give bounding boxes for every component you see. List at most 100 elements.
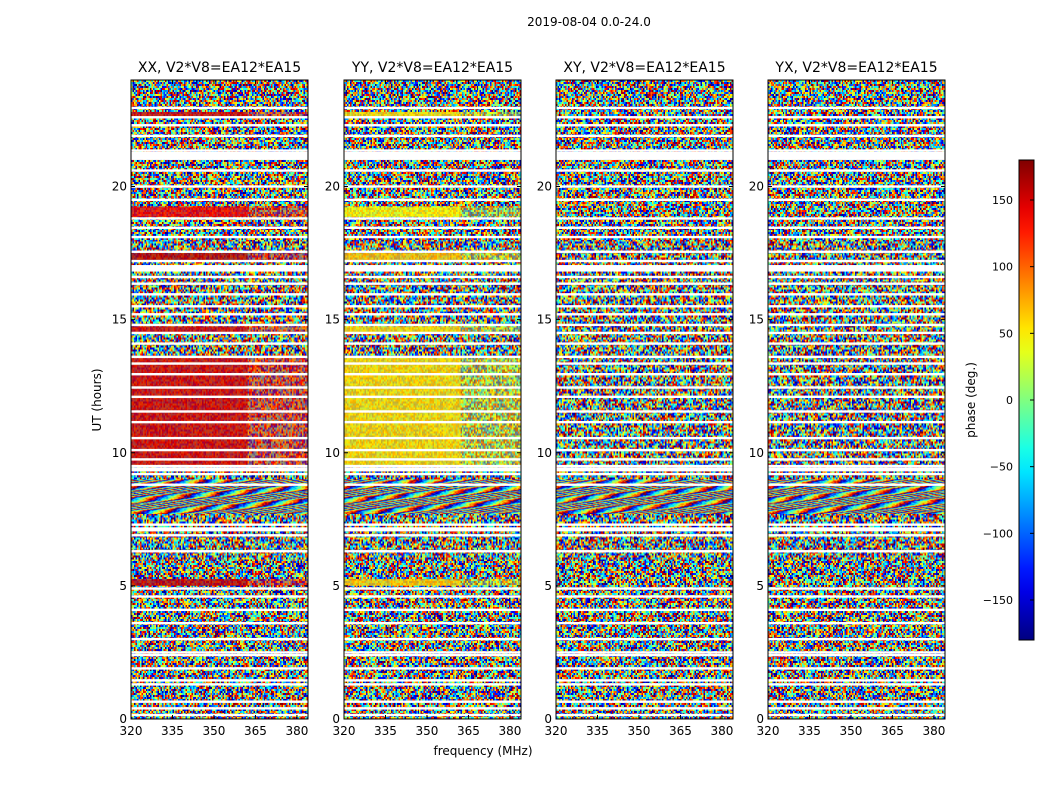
y-tick-label-xx-5: 5 — [119, 579, 127, 593]
flagged-band-yy-3 — [344, 527, 521, 532]
flagged-row-yx-0 — [768, 713, 945, 717]
x-tick-label-yy-320: 320 — [333, 724, 356, 738]
flagged-row-xx-37 — [131, 275, 308, 279]
flagged-row-yx-43 — [768, 217, 945, 220]
coherent-band-tail-xx-0 — [247, 579, 308, 586]
flagged-row-xy-29 — [556, 355, 733, 359]
flagged-row-yy-21 — [344, 448, 521, 452]
y-tick-label-xx-10: 10 — [112, 446, 127, 460]
y-tick-label-yy-10: 10 — [325, 446, 340, 460]
flagged-row-xx-50 — [131, 124, 308, 127]
flagged-row-yx-1 — [768, 707, 945, 710]
flagged-row-yy-43 — [344, 217, 521, 220]
x-tick-label-xx-380: 380 — [285, 724, 308, 738]
flagged-row-yy-23 — [344, 420, 521, 424]
flagged-row-yy-33 — [344, 313, 521, 316]
flagged-row-yy-13 — [344, 550, 521, 553]
flagged-band-yx-0 — [768, 151, 945, 160]
flagged-row-xx-26 — [131, 386, 308, 389]
flagged-row-yx-16 — [768, 523, 945, 526]
flagged-row-yy-5 — [344, 667, 521, 670]
flagged-row-yy-35 — [344, 293, 521, 296]
flagged-row-xy-0 — [556, 713, 733, 717]
flagged-row-yx-35 — [768, 293, 945, 296]
flagged-row-yy-3 — [344, 683, 521, 686]
flagged-row-xx-2 — [131, 700, 308, 703]
x-tick-label-yx-335: 335 — [798, 724, 821, 738]
colorbar-tick-label--100: −100 — [983, 527, 1013, 540]
x-tick-label-xx-350: 350 — [203, 724, 226, 738]
flagged-row-yx-23 — [768, 420, 945, 424]
flagged-row-xy-25 — [556, 395, 733, 399]
flagged-row-yy-0 — [344, 713, 521, 717]
flagged-row-yx-41 — [768, 235, 945, 239]
flagged-row-xx-1 — [131, 707, 308, 710]
flagged-row-xx-0 — [131, 713, 308, 717]
flagged-row-xy-49 — [556, 134, 733, 138]
flagged-row-xx-21 — [131, 448, 308, 452]
flagged-row-xx-36 — [131, 282, 308, 285]
flagged-row-xy-16 — [556, 523, 733, 526]
y-axis-label: UT (hours) — [90, 368, 104, 431]
flagged-row-xy-30 — [556, 342, 733, 345]
flagged-row-yy-34 — [344, 305, 521, 308]
flagged-band-xy-2 — [556, 467, 733, 472]
flagged-row-yy-20 — [344, 458, 521, 461]
figure-title: 2019-08-04 0.0-24.0 — [527, 15, 651, 29]
flagged-row-xy-43 — [556, 217, 733, 220]
colorbar-tick-label--50: −50 — [990, 461, 1013, 474]
flagged-band-yy-2 — [344, 467, 521, 472]
flagged-row-xx-31 — [131, 331, 308, 335]
flagged-row-yy-14 — [344, 534, 521, 537]
flagged-row-yx-51 — [768, 116, 945, 119]
x-tick-label-xx-320: 320 — [120, 724, 143, 738]
flagged-row-xx-49 — [131, 134, 308, 138]
flagged-row-xx-20 — [131, 458, 308, 461]
flagged-row-yx-2 — [768, 700, 945, 703]
coherent-band-tail-yy-3 — [460, 253, 521, 262]
flagged-row-yy-9 — [344, 621, 521, 625]
flagged-row-yx-33 — [768, 313, 945, 316]
y-tick-label-yy-15: 15 — [325, 313, 340, 327]
panel-frame-yx — [767, 79, 946, 720]
flagged-row-xy-18 — [556, 472, 733, 476]
flagged-row-xy-35 — [556, 293, 733, 296]
coherent-band-xx-3 — [131, 253, 248, 262]
y-tick-label-yx-20: 20 — [749, 180, 764, 194]
flagged-row-xy-8 — [556, 637, 733, 641]
flagged-row-yy-45 — [344, 185, 521, 188]
flagged-row-xy-24 — [556, 410, 733, 413]
coherent-band-tail-xx-5 — [247, 111, 308, 118]
flagged-row-yy-27 — [344, 373, 521, 376]
coherent-band-tail-yy-5 — [460, 111, 521, 118]
y-tick-label-yx-15: 15 — [749, 313, 764, 327]
flagged-row-yx-52 — [768, 106, 945, 110]
flagged-row-xx-12 — [131, 587, 308, 590]
flagged-row-yy-18 — [344, 472, 521, 476]
flagged-row-xy-52 — [556, 106, 733, 110]
flagged-row-yy-42 — [344, 226, 521, 229]
panel-frame-xy — [555, 79, 734, 720]
coherent-band-xx-4 — [131, 206, 248, 218]
flagged-row-xy-5 — [556, 667, 733, 670]
flagged-row-xx-4 — [131, 679, 308, 682]
flagged-row-xy-32 — [556, 323, 733, 327]
y-tick-label-yx-5: 5 — [756, 579, 764, 593]
flagged-row-xy-2 — [556, 700, 733, 703]
colorbar-tick-label-150: 150 — [992, 194, 1013, 207]
flagged-row-yy-25 — [344, 395, 521, 399]
y-tick-label-yx-10: 10 — [749, 446, 764, 460]
flagged-row-yx-29 — [768, 355, 945, 359]
flagged-band-xx-1 — [131, 265, 308, 271]
flagged-row-yx-49 — [768, 134, 945, 138]
y-tick-label-xy-10: 10 — [537, 446, 552, 460]
flagged-band-yy-0 — [344, 151, 521, 160]
x-tick-label-yy-350: 350 — [416, 724, 439, 738]
flagged-row-xx-40 — [131, 250, 308, 253]
flagged-row-yy-8 — [344, 637, 521, 641]
flagged-row-xy-3 — [556, 683, 733, 686]
flagged-row-xy-10 — [556, 608, 733, 612]
flagged-row-xx-30 — [131, 342, 308, 345]
flagged-row-xx-7 — [131, 651, 308, 654]
flagged-row-yy-6 — [344, 653, 521, 657]
